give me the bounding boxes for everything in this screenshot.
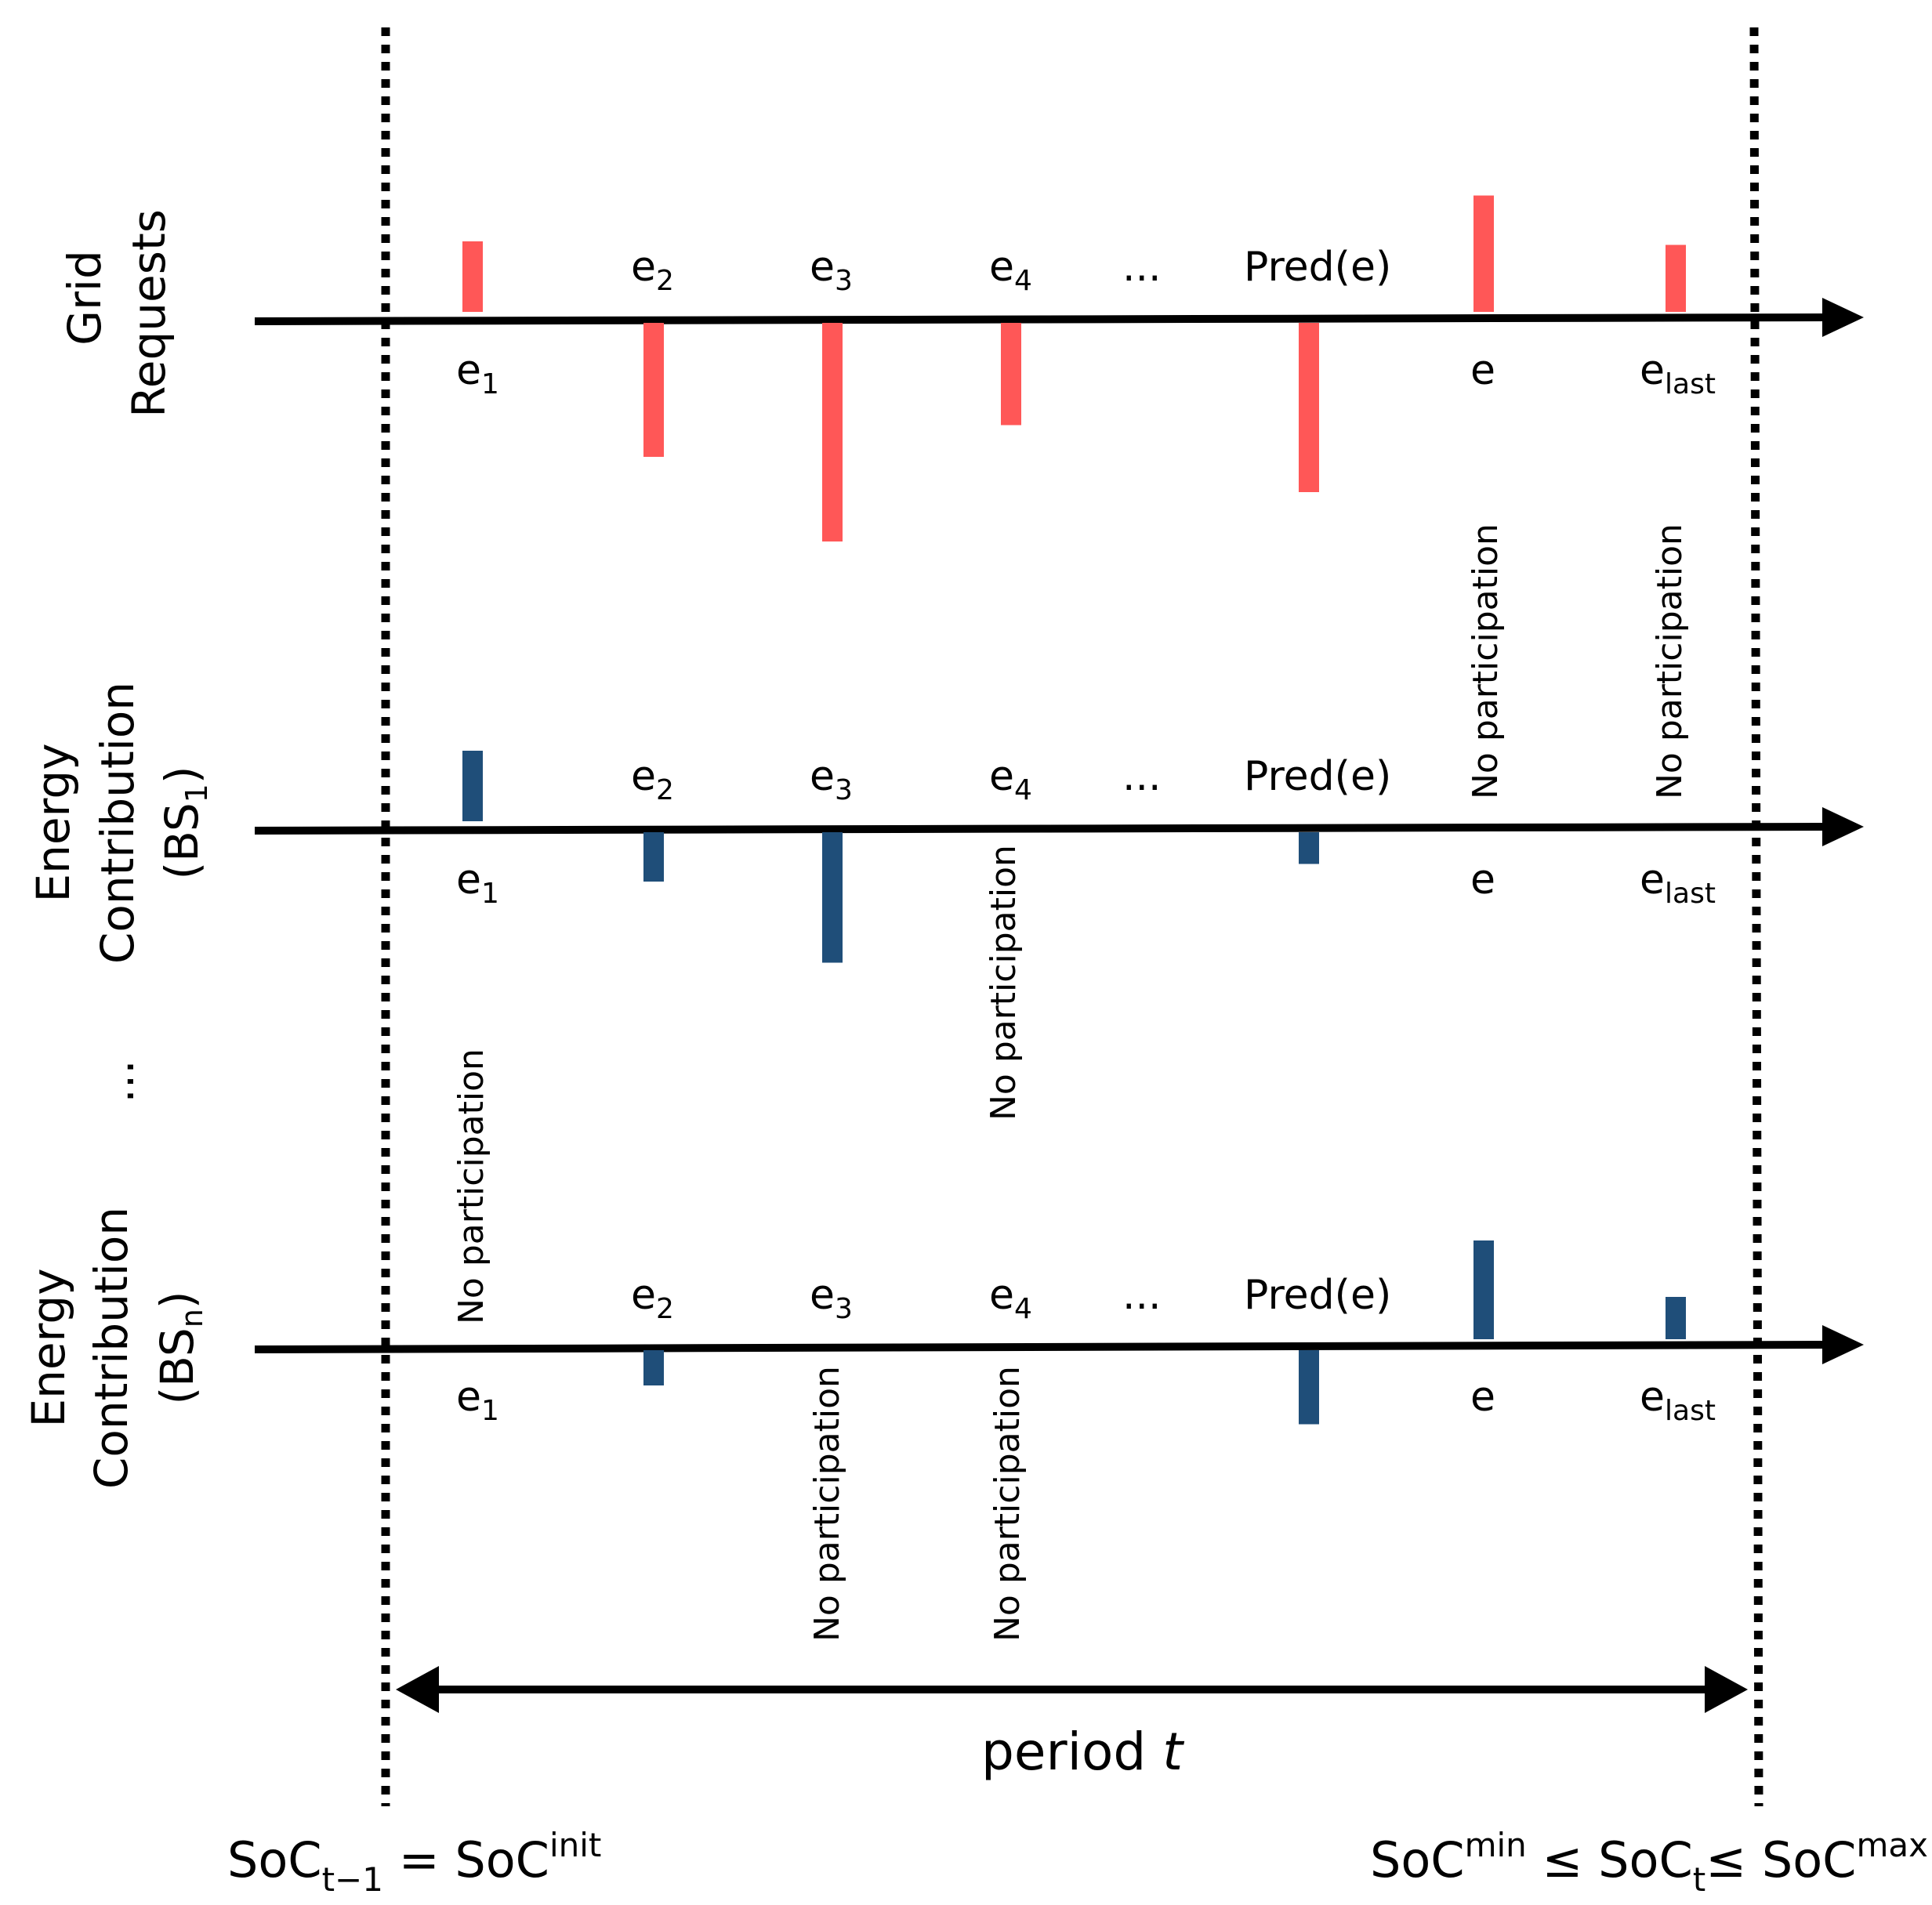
grid-row-label: Grid Requests <box>58 209 176 418</box>
bsn-e2-label: e2 <box>631 1272 674 1325</box>
bsn-row-label: Energy Contribution (BSn) <box>22 1207 209 1489</box>
grid-axis <box>254 298 1864 337</box>
bars-layer <box>462 195 1686 1425</box>
bsn-bar-e <box>1473 1240 1494 1339</box>
bsn-e3-label: e3 <box>810 1272 853 1325</box>
bs1-e-label: e <box>1470 857 1495 904</box>
bs1-bar-e3 <box>822 832 843 963</box>
grid-pred-label: Pred(e) <box>1244 244 1391 291</box>
bs1-axis <box>254 807 1864 846</box>
no-participation-bs1-e4: No participation <box>984 845 1024 1121</box>
no-participation-bs1-elast: No participation <box>1650 523 1690 799</box>
bs1-label-line3: (BS1) <box>155 766 214 879</box>
bsn-pred-label: Pred(e) <box>1244 1272 1391 1319</box>
bs1-elast-label: elast <box>1640 857 1716 910</box>
right-boundary-line <box>1749 27 1763 1807</box>
bs1-label-line2: Contribution <box>91 682 144 964</box>
grid-bar-e3 <box>822 323 843 541</box>
grid-bar-e <box>1473 195 1494 312</box>
no-participation-bsn-e4: No participation <box>988 1366 1028 1642</box>
grid-dots-label: ... <box>1122 244 1162 291</box>
grid-e2-label: e2 <box>631 244 674 297</box>
bs1-e2-label: e2 <box>631 753 674 806</box>
bsn-e4-label: e4 <box>989 1272 1032 1325</box>
bs1-e4-label: e4 <box>989 753 1032 806</box>
no-participation-bsn-e3: No participation <box>807 1366 847 1642</box>
bsn-event-labels: e2 e3 e4 ... Pred(e) e1 e elast <box>456 1272 1716 1427</box>
period-label: period t <box>981 1722 1184 1782</box>
soc-right-label: SoCmin ≤ SoCt≤ SoCmax <box>1370 1826 1928 1899</box>
bs1-event-labels: e2 e3 e4 ... Pred(e) e1 e elast <box>456 753 1716 910</box>
bsn-bar-elast <box>1666 1297 1686 1339</box>
no-participation-bs1-e: No participation <box>1466 523 1506 799</box>
grid-label-line2: Requests <box>122 209 176 418</box>
bs1-bar-e1 <box>462 751 483 821</box>
bsn-axis <box>254 1325 1864 1364</box>
bsn-bar-pred <box>1299 1350 1319 1425</box>
grid-bar-e2 <box>643 323 664 457</box>
bs1-label-line1: Energy <box>27 743 80 902</box>
grid-e3-label: e3 <box>810 244 853 297</box>
bsn-bar-e2 <box>643 1350 664 1385</box>
bsn-elast-label: elast <box>1640 1374 1716 1427</box>
grid-e4-label: e4 <box>989 244 1032 297</box>
grid-bar-e4 <box>1001 323 1021 426</box>
bs1-e3-label: e3 <box>810 753 853 806</box>
bs1-bar-pred <box>1299 832 1319 864</box>
bsn-e1-label: e1 <box>456 1374 499 1427</box>
soc-left-label: SoCt−1 = SoCinit <box>227 1826 601 1899</box>
grid-event-labels: e2 e3 e4 ... Pred(e) e1 e elast <box>456 244 1716 400</box>
bs1-e1-label: e1 <box>456 857 499 910</box>
bs1-bar-e2 <box>643 832 664 882</box>
grid-bar-elast <box>1666 244 1686 312</box>
bs1-row-label: Energy Contribution (BS1) <box>27 682 214 964</box>
grid-e-label: e <box>1470 347 1495 394</box>
bsn-dots-label: ... <box>1122 1272 1162 1319</box>
grid-elast-label: elast <box>1640 347 1716 400</box>
bsn-label-line1: Energy <box>22 1268 75 1427</box>
bsn-label-line2: Contribution <box>85 1207 138 1489</box>
grid-label-line1: Grid <box>58 250 111 346</box>
grid-bar-pred <box>1299 323 1319 492</box>
bs1-pred-label: Pred(e) <box>1244 753 1391 800</box>
bsn-label-line3: (BSn) <box>150 1291 209 1405</box>
grid-e1-label: e1 <box>456 347 499 400</box>
bs1-dots-label: ... <box>1122 753 1162 800</box>
no-participation-bsn-e1: No participation <box>451 1048 491 1324</box>
rows-ellipsis: ... <box>91 1059 144 1103</box>
bsn-e-label: e <box>1470 1374 1495 1421</box>
grid-bar-e1 <box>462 241 483 312</box>
period-arrow <box>396 1666 1748 1713</box>
